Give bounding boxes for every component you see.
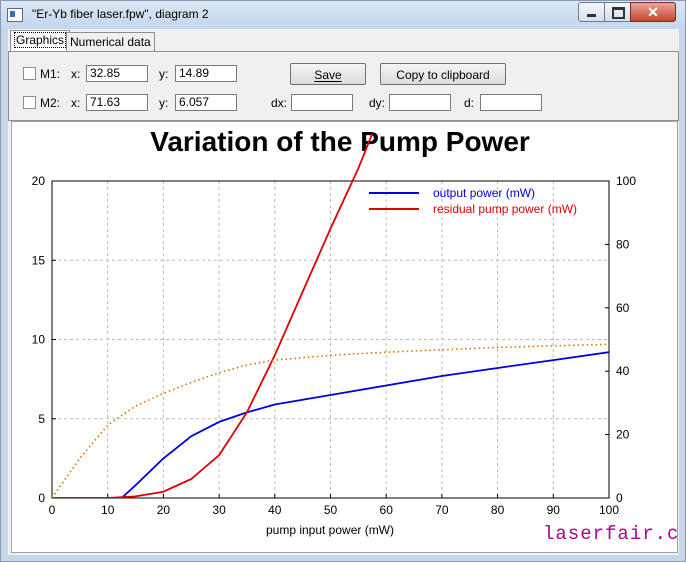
x-tick-label: 80 [491,503,505,517]
dx-label: dx: [271,96,288,110]
maximize-icon [612,7,625,19]
tab-graphics-label: Graphics [14,32,67,48]
copy-button-label: Copy to clipboard [396,68,490,82]
marker-panel: M1: x: y: Save Copy to clipboard M2: x: … [8,51,679,121]
y-right-tick-label: 20 [616,428,630,442]
m1-x-label: x: [71,67,81,81]
y-left-tick-label: 15 [32,253,46,267]
app-icon[interactable] [7,8,23,22]
series-line-2 [52,343,609,498]
m2-label: M2: [40,96,61,110]
close-icon: ✕ [647,4,659,20]
x-tick-label: 20 [157,503,171,517]
x-tick-label: 0 [49,503,56,517]
m1-y-field[interactable] [175,65,237,82]
save-button-label: Save [314,68,342,82]
watermark: laserfair.com [543,523,677,545]
series-line-0 [52,351,609,498]
chart-svg[interactable]: Variation of the Pump Power 0 10 20 30 40 50 6… [12,122,677,552]
d-field[interactable] [480,94,542,111]
m1-y-label: y: [159,67,169,81]
m1-label: M1: [40,67,61,81]
x-tick-label: 60 [380,503,394,517]
x-tick-label: 30 [212,503,226,517]
dy-field[interactable] [389,94,451,111]
window-title: "Er-Yb fiber laser.fpw", diagram 2 [32,7,209,21]
y-right-tick-label: 100 [616,174,636,188]
legend-label-1: residual pump power (mW) [433,202,577,216]
minimize-button[interactable] [578,2,605,22]
y-right-tick-label: 60 [616,301,630,315]
copy-to-clipboard-button[interactable]: Copy to clipboard [380,63,506,85]
dy-label: dy: [369,96,386,110]
tab-numerical-data[interactable]: Numerical data [66,32,155,51]
chart-title: Variation of the Pump Power [150,126,530,157]
x-tick-label: 10 [101,503,115,517]
y-left-tick-label: 5 [38,412,45,426]
m2-y-field[interactable] [175,94,237,111]
series-line-1 [52,133,374,498]
x-tick-label: 40 [268,503,282,517]
y-left-tick-label: 10 [32,333,46,347]
tab-numerical-data-label: Numerical data [70,35,151,49]
maximize-button[interactable] [604,2,631,22]
m2-checkbox[interactable] [23,96,36,109]
plot-area[interactable]: Variation of the Pump Power 0 10 20 30 40 50 6… [11,121,678,553]
y-left-tick-label: 0 [38,491,45,505]
d-label: d: [464,96,475,110]
tab-graphics[interactable]: Graphics [10,30,71,52]
x-tick-label: 50 [324,503,338,517]
y-right-tick-label: 80 [616,237,630,251]
m2-y-label: y: [159,96,169,110]
title-bar[interactable]: "Er-Yb fiber laser.fpw", diagram 2 ✕ [1,1,685,29]
m2-x-field[interactable] [86,94,148,111]
save-button[interactable]: Save [290,63,366,85]
y-right-tick-label: 0 [616,491,623,505]
dx-field[interactable] [291,94,353,111]
close-button[interactable]: ✕ [630,2,676,22]
y-right-tick-label: 40 [616,364,630,378]
y-left-tick-label: 20 [32,174,46,188]
x-tick-label: 100 [599,503,619,517]
x-axis-label: pump input power (mW) [266,523,394,537]
m2-x-label: x: [71,96,81,110]
legend-label-0: output power (mW) [433,186,535,200]
minimize-icon [587,14,596,17]
m1-checkbox[interactable] [23,67,36,80]
x-tick-label: 70 [435,503,449,517]
m1-x-field[interactable] [86,65,148,82]
client-area: Graphics Numerical data M1: x: y: Save C… [8,29,679,555]
x-tick-label: 90 [547,503,561,517]
